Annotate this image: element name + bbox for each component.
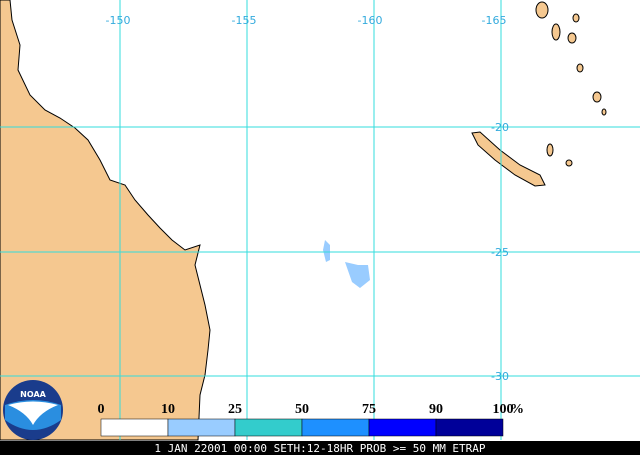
lon-label: -165 — [482, 14, 507, 27]
legend-label: 75 — [362, 402, 376, 417]
legend-swatch — [368, 418, 437, 437]
legend-swatch — [301, 418, 370, 437]
legend-swatch — [435, 418, 504, 437]
legend-label: 90 — [429, 402, 443, 417]
land — [471, 131, 546, 187]
lat-label: -30 — [491, 370, 509, 383]
lat-label: -25 — [491, 246, 509, 259]
legend-swatch — [234, 418, 303, 437]
prob-area — [345, 262, 370, 288]
noaa-logo: NOAA — [3, 380, 63, 440]
legend-label: 25 — [228, 402, 242, 417]
legend-label: 0 — [98, 402, 105, 417]
islands — [535, 1, 607, 167]
lon-label: -160 — [358, 14, 383, 27]
legend-label: 10 — [161, 402, 175, 417]
caption-bar — [0, 441, 640, 455]
legend-label: 100 — [493, 402, 514, 417]
lat-label: -20 — [491, 121, 509, 134]
lon-label: -150 — [106, 14, 131, 27]
lon-label: -155 — [232, 14, 257, 27]
caption: 1 JAN 22001 00:00 SETH:12-18HR PROB >= 5… — [154, 442, 486, 455]
prob-area — [323, 240, 330, 262]
logo-text: NOAA — [20, 390, 46, 399]
legend-unit: % — [510, 402, 524, 417]
legend-swatch — [100, 418, 169, 437]
land — [0, 0, 211, 441]
grid — [0, 0, 640, 440]
legend-label: 50 — [295, 402, 309, 417]
legend-swatch — [167, 418, 236, 437]
